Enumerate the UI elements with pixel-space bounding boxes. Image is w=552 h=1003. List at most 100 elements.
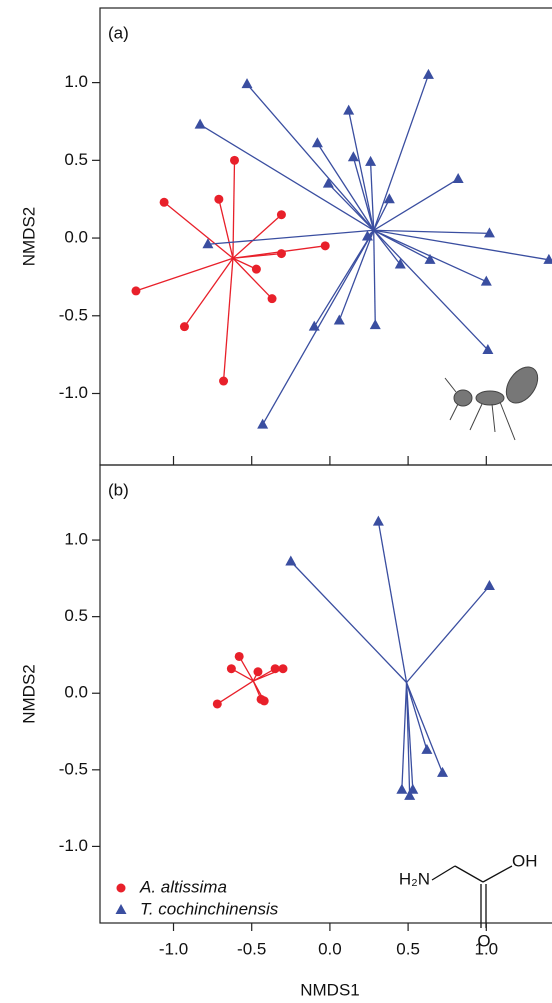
spoke [232, 160, 236, 259]
panel-label: (b) [108, 480, 129, 499]
spoke [405, 682, 411, 796]
y-tick-label: 0.0 [64, 228, 88, 247]
ant-head [453, 389, 473, 407]
spoke [163, 201, 234, 259]
triangle-point [482, 343, 494, 354]
spoke [183, 257, 234, 328]
structure-label: H₂N [399, 869, 430, 888]
triangle-point [285, 555, 297, 566]
x-tick-label: 0.0 [318, 939, 342, 958]
spoke [246, 83, 375, 231]
spoke [222, 258, 234, 382]
spoke [135, 257, 234, 292]
x-tick-label: -0.5 [237, 939, 266, 958]
circle-point [276, 249, 286, 259]
spoke [405, 682, 444, 774]
spoke [405, 682, 428, 751]
spoke [262, 229, 375, 425]
triangle-point [365, 155, 377, 166]
x-tick-label: 1.0 [474, 939, 498, 958]
structure-label: O [477, 931, 490, 950]
spoke [373, 229, 490, 235]
triangle-point [257, 418, 269, 429]
triangle-point [372, 515, 384, 526]
y-tick-label: -0.5 [59, 759, 88, 778]
triangle-point [421, 743, 433, 754]
spoke [401, 682, 408, 790]
spoke [327, 183, 375, 231]
spoke [373, 198, 390, 231]
y-tick-label: -0.5 [59, 305, 88, 324]
triangle-point [404, 789, 416, 800]
circle-point [234, 651, 244, 661]
circle-point [179, 322, 189, 332]
triangle-point [308, 320, 320, 331]
y-tick-label: 0.0 [64, 683, 88, 702]
triangle-point [452, 172, 464, 183]
ant-icon [444, 366, 539, 441]
y-axis-label: NMDS2 [19, 664, 38, 724]
circle-point [212, 699, 222, 709]
triangle-point [194, 118, 206, 129]
triangle-point [424, 253, 436, 264]
spoke [352, 157, 375, 231]
y-tick-label: 1.0 [64, 530, 88, 549]
spoke [207, 229, 374, 245]
y-tick-label: -1.0 [59, 383, 88, 402]
spoke [199, 124, 375, 231]
spoke [218, 199, 234, 259]
triangle-point [241, 78, 253, 89]
y-tick-label: 1.0 [64, 72, 88, 91]
ant-abdomen [505, 366, 539, 404]
circle-point [219, 376, 229, 386]
triangle-point [383, 193, 395, 204]
bond [454, 865, 484, 883]
bond [482, 865, 513, 883]
y-tick-label: 0.5 [64, 606, 88, 625]
spoke [348, 110, 375, 231]
triangle-point [483, 227, 495, 238]
ant-legs [444, 377, 516, 441]
triangle-point [437, 766, 449, 777]
spoke [316, 142, 375, 231]
legend-label: T. cochinchinensis [140, 899, 279, 918]
legend-label: A. altissima [139, 877, 227, 896]
triangle-point [394, 258, 406, 269]
spoke [373, 178, 459, 231]
panel: (a) NMDS2 1.0 0.5 0.0 -0.5 -1.0 [19, 7, 552, 466]
triangle-point [347, 151, 359, 162]
circle-point [159, 197, 169, 207]
spoke [373, 229, 489, 351]
triangle-point [483, 580, 495, 591]
x-axis-label: NMDS1 [300, 980, 360, 999]
triangle-point [311, 137, 323, 148]
circle-point [226, 664, 236, 674]
legend-marker [115, 904, 127, 914]
spoke [232, 214, 282, 259]
circle-point [270, 664, 280, 674]
spoke [373, 229, 401, 265]
spoke [373, 229, 549, 261]
spoke [238, 656, 254, 682]
triangle-point [543, 253, 552, 264]
circle-point [214, 194, 224, 204]
spoke [373, 230, 376, 326]
y-axis-label: NMDS2 [19, 207, 38, 267]
triangle-point [361, 230, 373, 241]
circle-point [131, 286, 141, 296]
triangle-point [396, 783, 408, 794]
circle-point [320, 241, 330, 251]
spoke [338, 230, 375, 321]
circle-point [251, 264, 261, 274]
circle-point [230, 155, 240, 165]
y-tick-label: -1.0 [59, 836, 88, 855]
spoke [290, 561, 408, 683]
bond [431, 865, 456, 881]
spoke [406, 585, 490, 683]
circle-point [259, 696, 269, 706]
triangle-point [343, 104, 355, 115]
x-tick-label: -1.0 [159, 939, 188, 958]
triangle-point [202, 238, 214, 249]
legend-marker [116, 883, 126, 893]
spoke [369, 161, 375, 231]
